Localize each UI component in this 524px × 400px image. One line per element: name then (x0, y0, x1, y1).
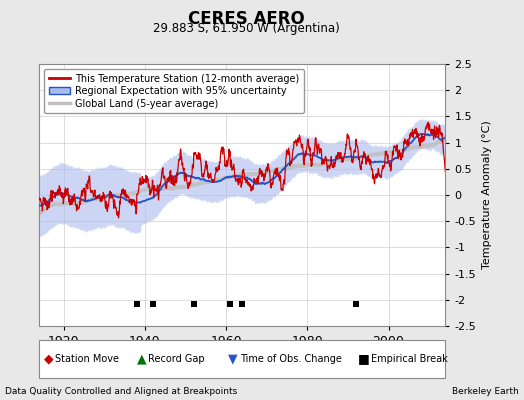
Text: ◆: ◆ (44, 352, 53, 366)
Text: Berkeley Earth: Berkeley Earth (452, 387, 519, 396)
Text: 29.883 S, 61.950 W (Argentina): 29.883 S, 61.950 W (Argentina) (153, 22, 340, 35)
Text: ▼: ▼ (228, 352, 238, 366)
Y-axis label: Temperature Anomaly (°C): Temperature Anomaly (°C) (482, 121, 492, 269)
Text: Record Gap: Record Gap (148, 354, 204, 364)
Legend: This Temperature Station (12-month average), Regional Expectation with 95% uncer: This Temperature Station (12-month avera… (44, 69, 304, 114)
Text: CERES AERO: CERES AERO (188, 10, 304, 28)
Text: Station Move: Station Move (55, 354, 119, 364)
Text: Data Quality Controlled and Aligned at Breakpoints: Data Quality Controlled and Aligned at B… (5, 387, 237, 396)
Text: ▲: ▲ (137, 352, 146, 366)
Text: Time of Obs. Change: Time of Obs. Change (240, 354, 342, 364)
Text: ■: ■ (358, 352, 370, 366)
Text: Empirical Break: Empirical Break (371, 354, 447, 364)
